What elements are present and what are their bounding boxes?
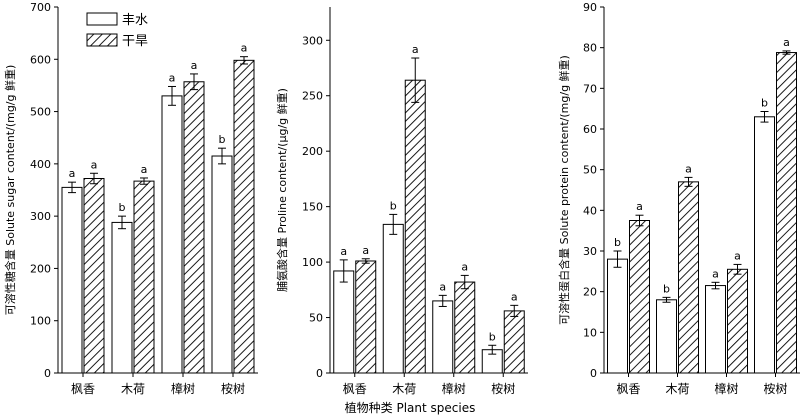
bar-drought (133, 180, 155, 374)
y-tick-label: 600 (30, 53, 51, 66)
y-tick-label: 30 (583, 245, 597, 258)
significance-letter: a (412, 43, 419, 56)
significance-letter: a (91, 158, 98, 171)
significance-letter: a (241, 42, 248, 55)
legend-swatch (86, 33, 118, 47)
x-tick-label: 桉树 (763, 381, 787, 396)
y-axis-label: 可溶性蛋白含量 Solute protein content/(mg/g 鲜重) (557, 55, 571, 325)
y-tick-label: 150 (302, 201, 323, 214)
x-tick-label: 枫香 (343, 381, 367, 396)
bar-wet (161, 95, 183, 374)
y-tick-label: 100 (30, 315, 51, 328)
significance-letter: a (340, 245, 347, 258)
bar-drought (727, 268, 748, 374)
bar-wet (382, 223, 404, 374)
y-tick-label: 0 (590, 367, 597, 380)
x-tick-label: 枫香 (616, 381, 640, 396)
bar-wet (211, 155, 233, 374)
chart-panel-2: 0 50 100 150 200 250 300 脯氨酸含量 Proline content/… (275, 7, 528, 396)
y-tick-label: 250 (302, 90, 323, 103)
bar-drought (454, 281, 476, 374)
legend-label: 丰水 (122, 13, 148, 28)
x-tick-label: 枫香 (71, 381, 95, 396)
y-tick-label: 50 (309, 312, 323, 325)
y-tick-label: 10 (583, 326, 597, 339)
bar-drought (678, 181, 699, 374)
chart-panel-3: 0 10 20 30 40 50 60 70 80 90 可溶性蛋白含量 Solute protei… (557, 1, 800, 396)
bar-drought (183, 81, 205, 374)
bar-drought (233, 59, 255, 374)
x-tick-label: 樟树 (714, 381, 738, 396)
significance-letter: b (219, 133, 226, 146)
shared-x-axis-label: 植物种类 Plant species (345, 400, 476, 415)
bar-wet (607, 258, 628, 374)
y-tick-label: 50 (583, 164, 597, 177)
significance-letter: b (761, 97, 768, 110)
y-tick-label: 100 (302, 256, 323, 269)
y-tick-label: 80 (583, 42, 597, 55)
significance-letter: b (489, 330, 496, 343)
bar-drought (355, 260, 377, 374)
significance-letter: a (439, 280, 446, 293)
significance-letter: a (461, 260, 468, 273)
y-axis-label: 可溶性糖含量 Solute sugar content/(mg/g 鲜重) (3, 65, 17, 316)
bar-wet (111, 221, 133, 374)
bar-wet (61, 186, 83, 374)
bar-wet (656, 299, 677, 374)
significance-letter: a (191, 59, 198, 72)
bar-drought (503, 310, 525, 374)
significance-letter: b (119, 201, 126, 214)
significance-letter: a (734, 249, 741, 262)
y-axis-label: 脯氨酸含量 Proline content/(μg/g 鲜重) (275, 88, 289, 292)
x-tick-label: 桉树 (221, 381, 245, 396)
y-tick-label: 90 (583, 1, 597, 14)
y-tick-label: 400 (30, 158, 51, 171)
significance-letter: b (614, 236, 621, 249)
significance-letter: b (390, 199, 397, 212)
y-tick-label: 300 (30, 210, 51, 223)
x-tick-label: 樟树 (171, 381, 195, 396)
bar-wet (705, 285, 726, 374)
bar-drought (776, 52, 797, 374)
y-tick-label: 200 (30, 262, 51, 275)
bar-drought (83, 177, 105, 374)
bar-drought (629, 220, 650, 374)
y-tick-label: 70 (583, 82, 597, 95)
y-tick-label: 60 (583, 123, 597, 136)
y-tick-label: 0 (44, 367, 51, 380)
y-tick-label: 500 (30, 106, 51, 119)
y-tick-label: 40 (583, 204, 597, 217)
significance-letter: a (712, 267, 719, 280)
chart-panel-1: 0 100 200 300 400 500 600 700 可溶性糖含量 Solute suga… (3, 1, 258, 396)
bar-drought (404, 79, 426, 374)
y-tick-label: 300 (302, 34, 323, 47)
significance-letter: a (783, 36, 790, 49)
x-tick-label: 木荷 (665, 382, 689, 396)
significance-letter: a (636, 200, 643, 213)
y-tick-label: 700 (30, 1, 51, 14)
significance-letter: a (141, 163, 148, 176)
bar-wet (754, 116, 775, 374)
bar-wet (333, 270, 355, 374)
y-tick-label: 200 (302, 145, 323, 158)
legend-label: 干旱 (122, 34, 148, 49)
x-tick-label: 木荷 (121, 382, 145, 396)
x-tick-label: 樟树 (442, 381, 466, 396)
significance-letter: a (685, 162, 692, 175)
legend-swatch (86, 12, 118, 26)
y-tick-label: 20 (583, 286, 597, 299)
y-tick-label: 0 (316, 367, 323, 380)
x-tick-label: 木荷 (392, 382, 416, 396)
significance-letter: a (169, 71, 176, 84)
significance-letter: a (362, 244, 369, 257)
bar-wet (432, 300, 454, 374)
significance-letter: b (663, 282, 670, 295)
significance-letter: a (511, 290, 518, 303)
significance-letter: a (69, 167, 76, 180)
x-tick-label: 桉树 (491, 381, 515, 396)
